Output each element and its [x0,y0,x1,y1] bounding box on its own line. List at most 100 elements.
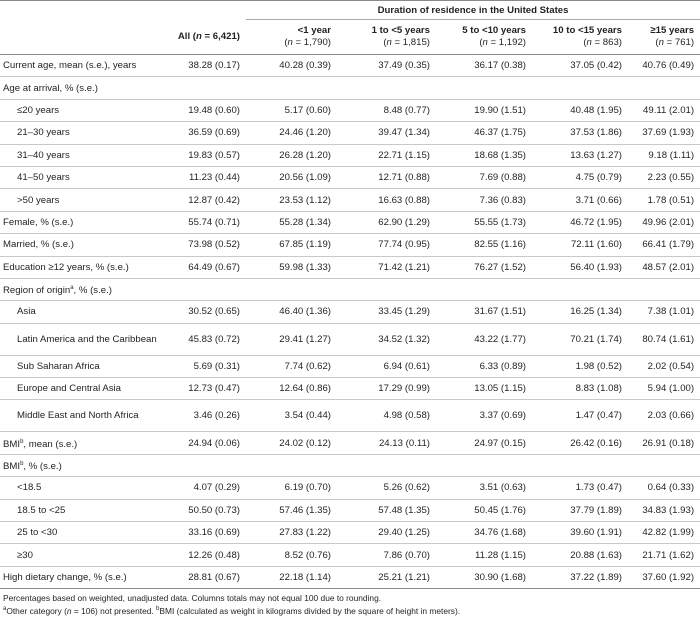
row-label-text: BMI [3,438,21,450]
row-label-text: 25 to <30 [17,527,58,539]
table-cell: 26.28 (1.20) [246,144,337,167]
table-cell: 80.74 (1.61) [628,323,700,356]
table-cell: 33.16 (0.69) [158,521,246,545]
table-cell: 7.38 (1.01) [628,300,700,324]
table-cell: 27.83 (1.22) [246,521,337,545]
footnote-line-1: Percentages based on weighted, unadjuste… [3,593,382,604]
table-cell [628,454,700,478]
data-table: Duration of residence in the United Stat… [0,0,700,590]
table-cell: 22.71 (1.15) [337,144,436,167]
row-label: Current age, mean (s.e.), years [0,54,158,78]
column-header-5: ≥15 years (n = 761) [628,19,700,55]
row-label-suffix: , mean (s.e.) [23,438,78,450]
row-label: Region of origina, % (s.e.) [0,278,158,302]
footnote-2-part-a: Other category ( [6,606,67,617]
table-cell: 17.29 (0.99) [337,377,436,401]
table-cell: 12.26 (0.48) [158,543,246,567]
table-row: 18.5 to <25 50.50 (0.73) 57.46 (1.35) 57.48… [0,499,700,523]
row-label: 21–30 years [0,121,158,145]
table-cell: 46.37 (1.75) [436,121,532,145]
table-cell [158,454,246,478]
table-cell [246,278,337,302]
row-label-text: Age at arrival, % (s.e.) [3,82,98,94]
table-row: 21–30 years 36.59 (0.69) 24.46 (1.20) 39.47… [0,121,700,145]
table-row: Current age, mean (s.e.), years 38.28 (0.… [0,54,700,78]
table-cell: 6.33 (0.89) [436,355,532,379]
column-header-n: n [658,37,664,48]
row-label: ≥30 [0,543,158,567]
column-header-count: = 1,815) [391,37,430,48]
table-cell: 4.75 (0.79) [532,166,628,190]
table-cell: 1.73 (0.47) [532,476,628,500]
column-header-count: = 1,790) [292,37,331,48]
table-cell: 37.49 (0.35) [337,54,436,78]
row-label: 25 to <30 [0,521,158,545]
table-cell: 29.41 (1.27) [246,323,337,356]
table-cell: 1.78 (0.51) [628,188,700,212]
row-label-text: Europe and Central Asia [17,383,121,395]
row-label: Female, % (s.e.) [0,211,158,235]
table-cell: 55.55 (1.73) [436,211,532,235]
column-header-label: <1 year [297,25,331,36]
table-cell: 37.22 (1.89) [532,566,628,590]
table-row: Region of origina, % (s.e.) [0,278,700,302]
table-cell: 66.41 (1.79) [628,233,700,257]
table-cell: 56.40 (1.93) [532,256,628,279]
table-cell: 46.72 (1.95) [532,211,628,235]
table-row: ≥30 12.26 (0.48) 8.52 (0.76) 7.86 (0.70) 11.… [0,543,700,567]
table-cell: 2.23 (0.55) [628,166,700,190]
table-cell: 19.48 (0.60) [158,99,246,123]
table-row: 25 to <30 33.16 (0.69) 27.83 (1.22) 29.40 (… [0,521,700,545]
table-cell: 13.05 (1.15) [436,377,532,401]
table-cell: 20.56 (1.09) [246,166,337,190]
table-cell: 31.67 (1.51) [436,300,532,324]
table-row: 41–50 years 11.23 (0.44) 20.56 (1.09) 12.71… [0,166,700,190]
span-header-row: Duration of residence in the United Stat… [0,0,700,20]
footnote-2-part-b: = 106) not presented. [71,606,157,617]
span-header: Duration of residence in the United Stat… [246,0,700,20]
all-blank-cell [158,0,246,20]
table-cell: 16.63 (0.88) [337,188,436,212]
table-cell: 7.69 (0.88) [436,166,532,190]
table-cell [436,76,532,100]
column-header-n: n [195,30,202,42]
table-cell: 57.46 (1.35) [246,499,337,523]
table-cell: 62.90 (1.29) [337,211,436,235]
table-cell [628,76,700,100]
table-body: Current age, mean (s.e.), years 38.28 (0.… [0,54,700,590]
table-cell: 3.71 (0.66) [532,188,628,212]
table-cell: 59.98 (1.33) [246,256,337,279]
stub-blank-cell [0,0,158,20]
table-cell: 4.07 (0.29) [158,476,246,500]
row-label-text: High dietary change, % (s.e.) [3,572,127,583]
row-label: 18.5 to <25 [0,499,158,523]
table-cell: 2.02 (0.54) [628,355,700,379]
table-cell: 24.13 (0.11) [337,431,436,455]
table-row: BMIb, mean (s.e.) 24.94 (0.06) 24.02 (0.12… [0,431,700,455]
table-cell: 12.87 (0.42) [158,188,246,212]
row-label-text: Asia [17,306,36,318]
table-cell: 33.45 (1.29) [337,300,436,324]
table-cell: 40.76 (0.49) [628,54,700,78]
table-cell: 5.17 (0.60) [246,99,337,123]
table-cell: 4.98 (0.58) [337,399,436,433]
row-label-text: BMI [3,461,21,473]
table-cell: 34.76 (1.68) [436,521,532,545]
row-label: Asia [0,300,158,324]
table-cell: 67.85 (1.19) [246,233,337,257]
table-cell: 77.74 (0.95) [337,233,436,257]
table-cell: 5.69 (0.31) [158,355,246,379]
row-label-suffix: , % (s.e.) [23,461,62,473]
table-cell: 37.60 (1.92) [628,566,700,590]
row-label-footnote-mark: b [20,461,24,468]
row-label-text: Current age, mean (s.e.), years [3,60,137,72]
table-cell [158,76,246,100]
table-cell: 11.23 (0.44) [158,166,246,190]
column-header-n: n [287,37,293,48]
column-header-count: = 761) [663,37,695,48]
table-cell: 30.90 (1.68) [436,566,532,590]
row-label: Middle East and North Africa [0,399,158,433]
table-cell: 24.02 (0.12) [246,431,337,455]
table-cell: 7.74 (0.62) [246,355,337,379]
